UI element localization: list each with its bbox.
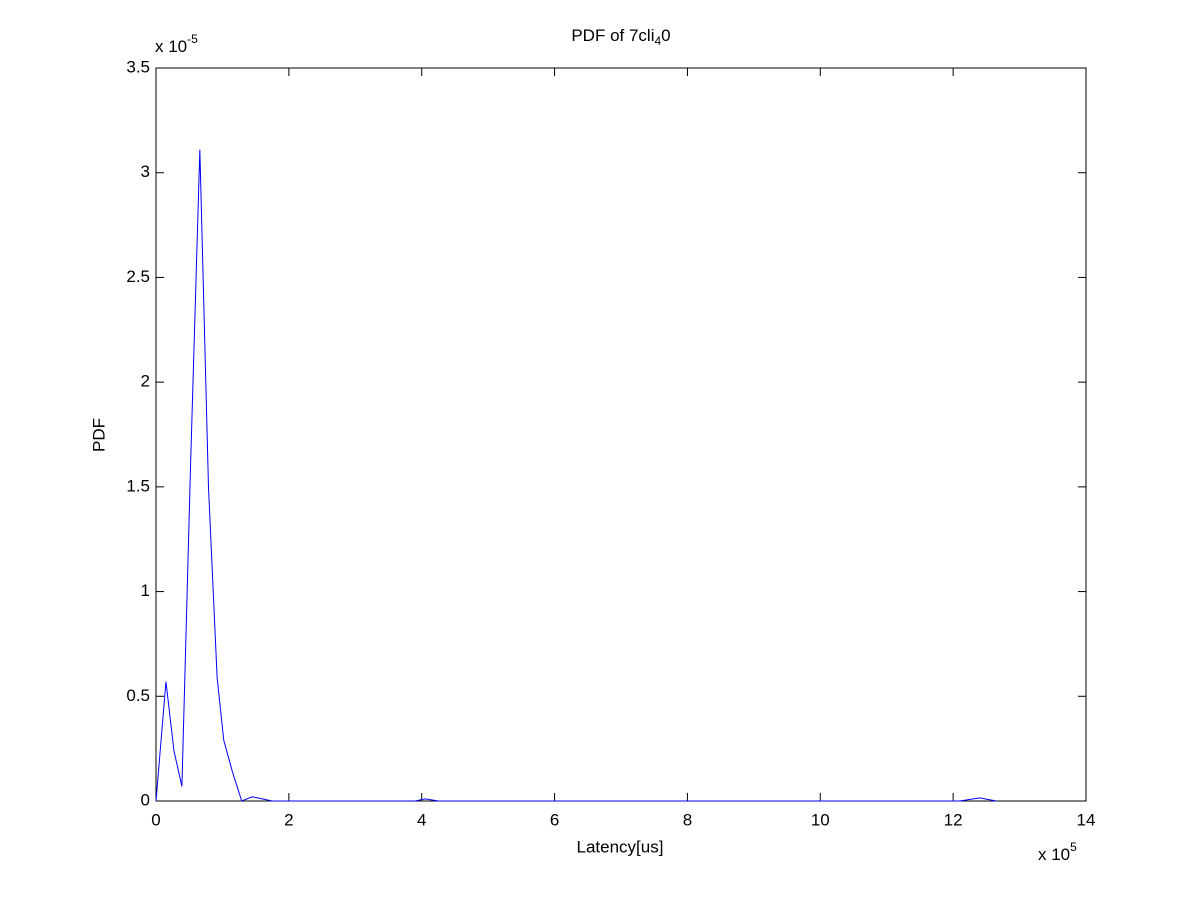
title-text: PDF of 7cli [571,26,654,45]
x-tick-label: 8 [683,810,692,829]
title-subscript: 4 [654,34,661,48]
x-tick-label: 12 [944,810,963,829]
y-tick-label: 2 [141,372,150,391]
y-tick-label: 0 [141,790,150,809]
y-axis-label: PDF [89,418,108,452]
y-multiplier: x 10-5 [155,32,198,56]
x-tick-label: 4 [417,810,426,829]
x-tick-label: 14 [1077,810,1096,829]
x-multiplier: x 105 [1038,840,1077,864]
y-tick-label: 3 [141,162,150,181]
data-line [155,149,997,802]
y-tick-label: 2.5 [126,267,150,286]
x-tick-label: 6 [550,810,559,829]
multiplier-exponent: 5 [1070,840,1077,854]
x-tick-label: 2 [284,810,293,829]
x-tick-label: 0 [151,810,160,829]
y-tick-label: 0.5 [126,686,150,705]
multiplier-base: x 10 [155,37,187,56]
chart-title: PDF of 7cli40 [571,26,670,48]
x-axis-label: Latency[us] [577,837,664,856]
x-tick-label: 10 [811,810,830,829]
y-tick-label: 3.5 [126,57,150,76]
y-tick-label: 1 [141,581,150,600]
multiplier-base: x 10 [1038,845,1070,864]
multiplier-exponent: -5 [187,32,198,46]
y-tick-label: 1.5 [126,476,150,495]
title-text: 0 [661,26,670,45]
